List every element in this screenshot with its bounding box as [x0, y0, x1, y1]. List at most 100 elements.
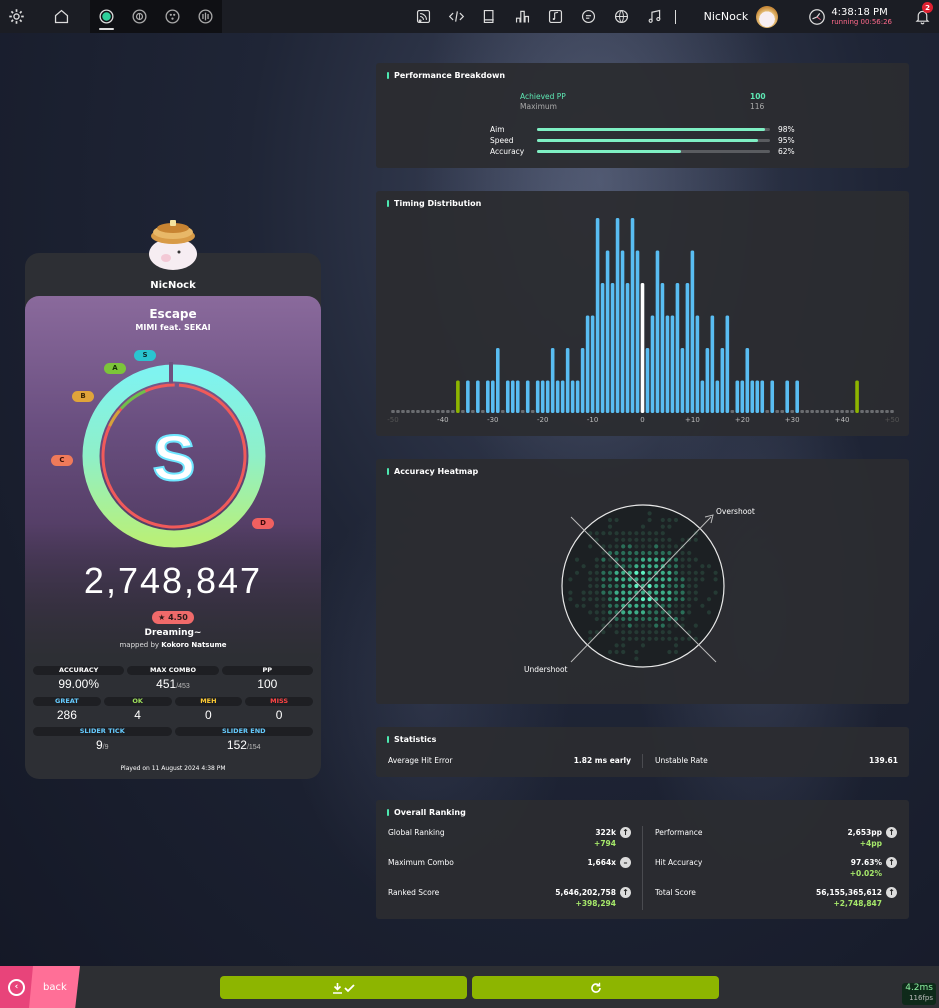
- heatmap-dot: [588, 544, 593, 549]
- chat-icon[interactable]: [572, 0, 605, 33]
- heatmap-dot: [614, 630, 619, 635]
- heatmap-dot: [634, 557, 639, 562]
- player-name[interactable]: NicNock: [150, 280, 196, 291]
- download-check-icon: [332, 982, 355, 994]
- heatmap-dot: [594, 583, 599, 589]
- timing-axis-label: -40: [437, 416, 449, 424]
- heatmap-dot: [594, 630, 599, 635]
- rankings-icon[interactable]: [506, 0, 539, 33]
- heatmap-dot: [588, 597, 593, 602]
- player-avatar[interactable]: [144, 220, 202, 272]
- home-icon[interactable]: [45, 0, 78, 33]
- accuracy-bar-fill: [537, 150, 682, 153]
- rank-threshold-badge: C: [51, 455, 73, 466]
- heatmap-dot: [568, 577, 573, 582]
- heatmap-dot: [687, 570, 692, 575]
- wiki-book-icon[interactable]: [473, 0, 506, 33]
- heatmap-dot: [634, 550, 639, 556]
- timing-bar: [421, 410, 425, 413]
- heatmap-dot: [634, 649, 639, 655]
- maximum-pp-label: Maximum: [520, 102, 557, 111]
- clock[interactable]: 4:38:18 PM running 00:56:26: [808, 7, 892, 26]
- heatmap-dot: [673, 570, 679, 575]
- song-title: Escape: [149, 307, 197, 321]
- timing-bar: [700, 380, 705, 413]
- stat-value-main: 100: [257, 677, 278, 691]
- heatmap-dot: [680, 583, 685, 589]
- heatmap-dot: [640, 636, 646, 641]
- heatmap-dot: [621, 590, 626, 595]
- rank-ring-track: [82, 364, 266, 548]
- heatmap-dot: [647, 544, 652, 549]
- retry-button[interactable]: [472, 976, 719, 999]
- trend-up-icon: ↑: [886, 857, 897, 868]
- heatmap-dot: [673, 610, 679, 615]
- heatmap-dot: [654, 577, 659, 582]
- heatmap-dot: [687, 603, 692, 608]
- heatmap-dot: [693, 636, 698, 641]
- timing-axis-label: +40: [834, 416, 850, 424]
- timing-bar: [755, 380, 760, 413]
- settings-gear-icon[interactable]: [0, 0, 33, 33]
- heatmap-dot: [621, 610, 626, 615]
- ranking-delta: +2,748,847: [833, 899, 882, 908]
- heatmap-dot: [654, 623, 659, 628]
- heatmap-dot: [634, 610, 639, 615]
- timing-bar: [411, 410, 415, 413]
- heatmap-dot: [607, 603, 613, 608]
- trend-neutral-icon: –: [620, 857, 631, 868]
- unstable-rate-value: 139.61: [869, 756, 898, 765]
- timing-bar: [451, 410, 455, 413]
- ruleset-osu-icon[interactable]: [90, 0, 123, 33]
- ruleset-catch-icon[interactable]: [156, 0, 189, 33]
- played-date: Played on 11 August 2024 4:38 PM: [120, 765, 226, 772]
- trend-up-icon: ↑: [620, 827, 631, 838]
- stat-max-combo: MAX COMBO 451/453: [127, 666, 219, 691]
- heatmap-dot: [673, 623, 679, 628]
- panel-title: Accuracy Heatmap: [387, 467, 478, 476]
- download-replay-button[interactable]: [220, 976, 467, 999]
- heatmap-dot: [654, 570, 659, 575]
- stat-label: GREAT: [33, 697, 101, 706]
- dashboard-globe-icon[interactable]: [605, 0, 638, 33]
- speed-bar: [537, 139, 770, 142]
- ruleset-taiko-icon[interactable]: [123, 0, 156, 33]
- stat-ok: OK 4: [103, 697, 172, 722]
- timing-bar: [840, 410, 844, 413]
- stat-slider-end: SLIDER END 152/154: [174, 727, 313, 752]
- mapper-name[interactable]: Kokoro Natsume: [161, 641, 227, 649]
- toolbar-username[interactable]: NicNock: [703, 10, 749, 23]
- heatmap-dot: [601, 597, 606, 602]
- stat-value: 286: [56, 708, 77, 722]
- beatmap-listing-icon[interactable]: [539, 0, 572, 33]
- timing-bar: [615, 218, 620, 413]
- heatmap-dot: [640, 537, 646, 542]
- heatmap-dot: [607, 597, 613, 602]
- timing-bar: [466, 380, 470, 413]
- notifications-bell[interactable]: 2: [906, 2, 939, 25]
- heatmap-dot: [621, 531, 626, 536]
- back-label[interactable]: back: [43, 982, 67, 993]
- code-icon[interactable]: [440, 0, 473, 33]
- ruleset-mania-icon[interactable]: [189, 0, 222, 33]
- heatmap-dot: [680, 603, 685, 608]
- timing-bar: [476, 380, 480, 413]
- heatmap-dot: [594, 610, 599, 615]
- toolbar-separator: [674, 9, 676, 24]
- timing-axis-label: 0: [640, 416, 645, 424]
- news-icon[interactable]: [407, 0, 440, 33]
- user-avatar[interactable]: [756, 5, 779, 28]
- heatmap-dot: [594, 603, 599, 608]
- heatmap-dot: [621, 544, 626, 549]
- back-icon-wrap[interactable]: ‹: [0, 966, 33, 1008]
- heatmap-dot: [693, 590, 698, 595]
- music-player-icon[interactable]: [638, 0, 671, 33]
- heatmap-dot: [693, 583, 698, 589]
- heatmap-dot: [614, 603, 619, 608]
- heatmap-dot: [640, 524, 646, 529]
- heatmap-dot: [614, 517, 619, 523]
- panel-title: Statistics: [387, 735, 436, 744]
- heatmap-dot: [614, 564, 619, 569]
- timing-bar: [770, 380, 775, 413]
- heatmap-dot: [614, 531, 619, 536]
